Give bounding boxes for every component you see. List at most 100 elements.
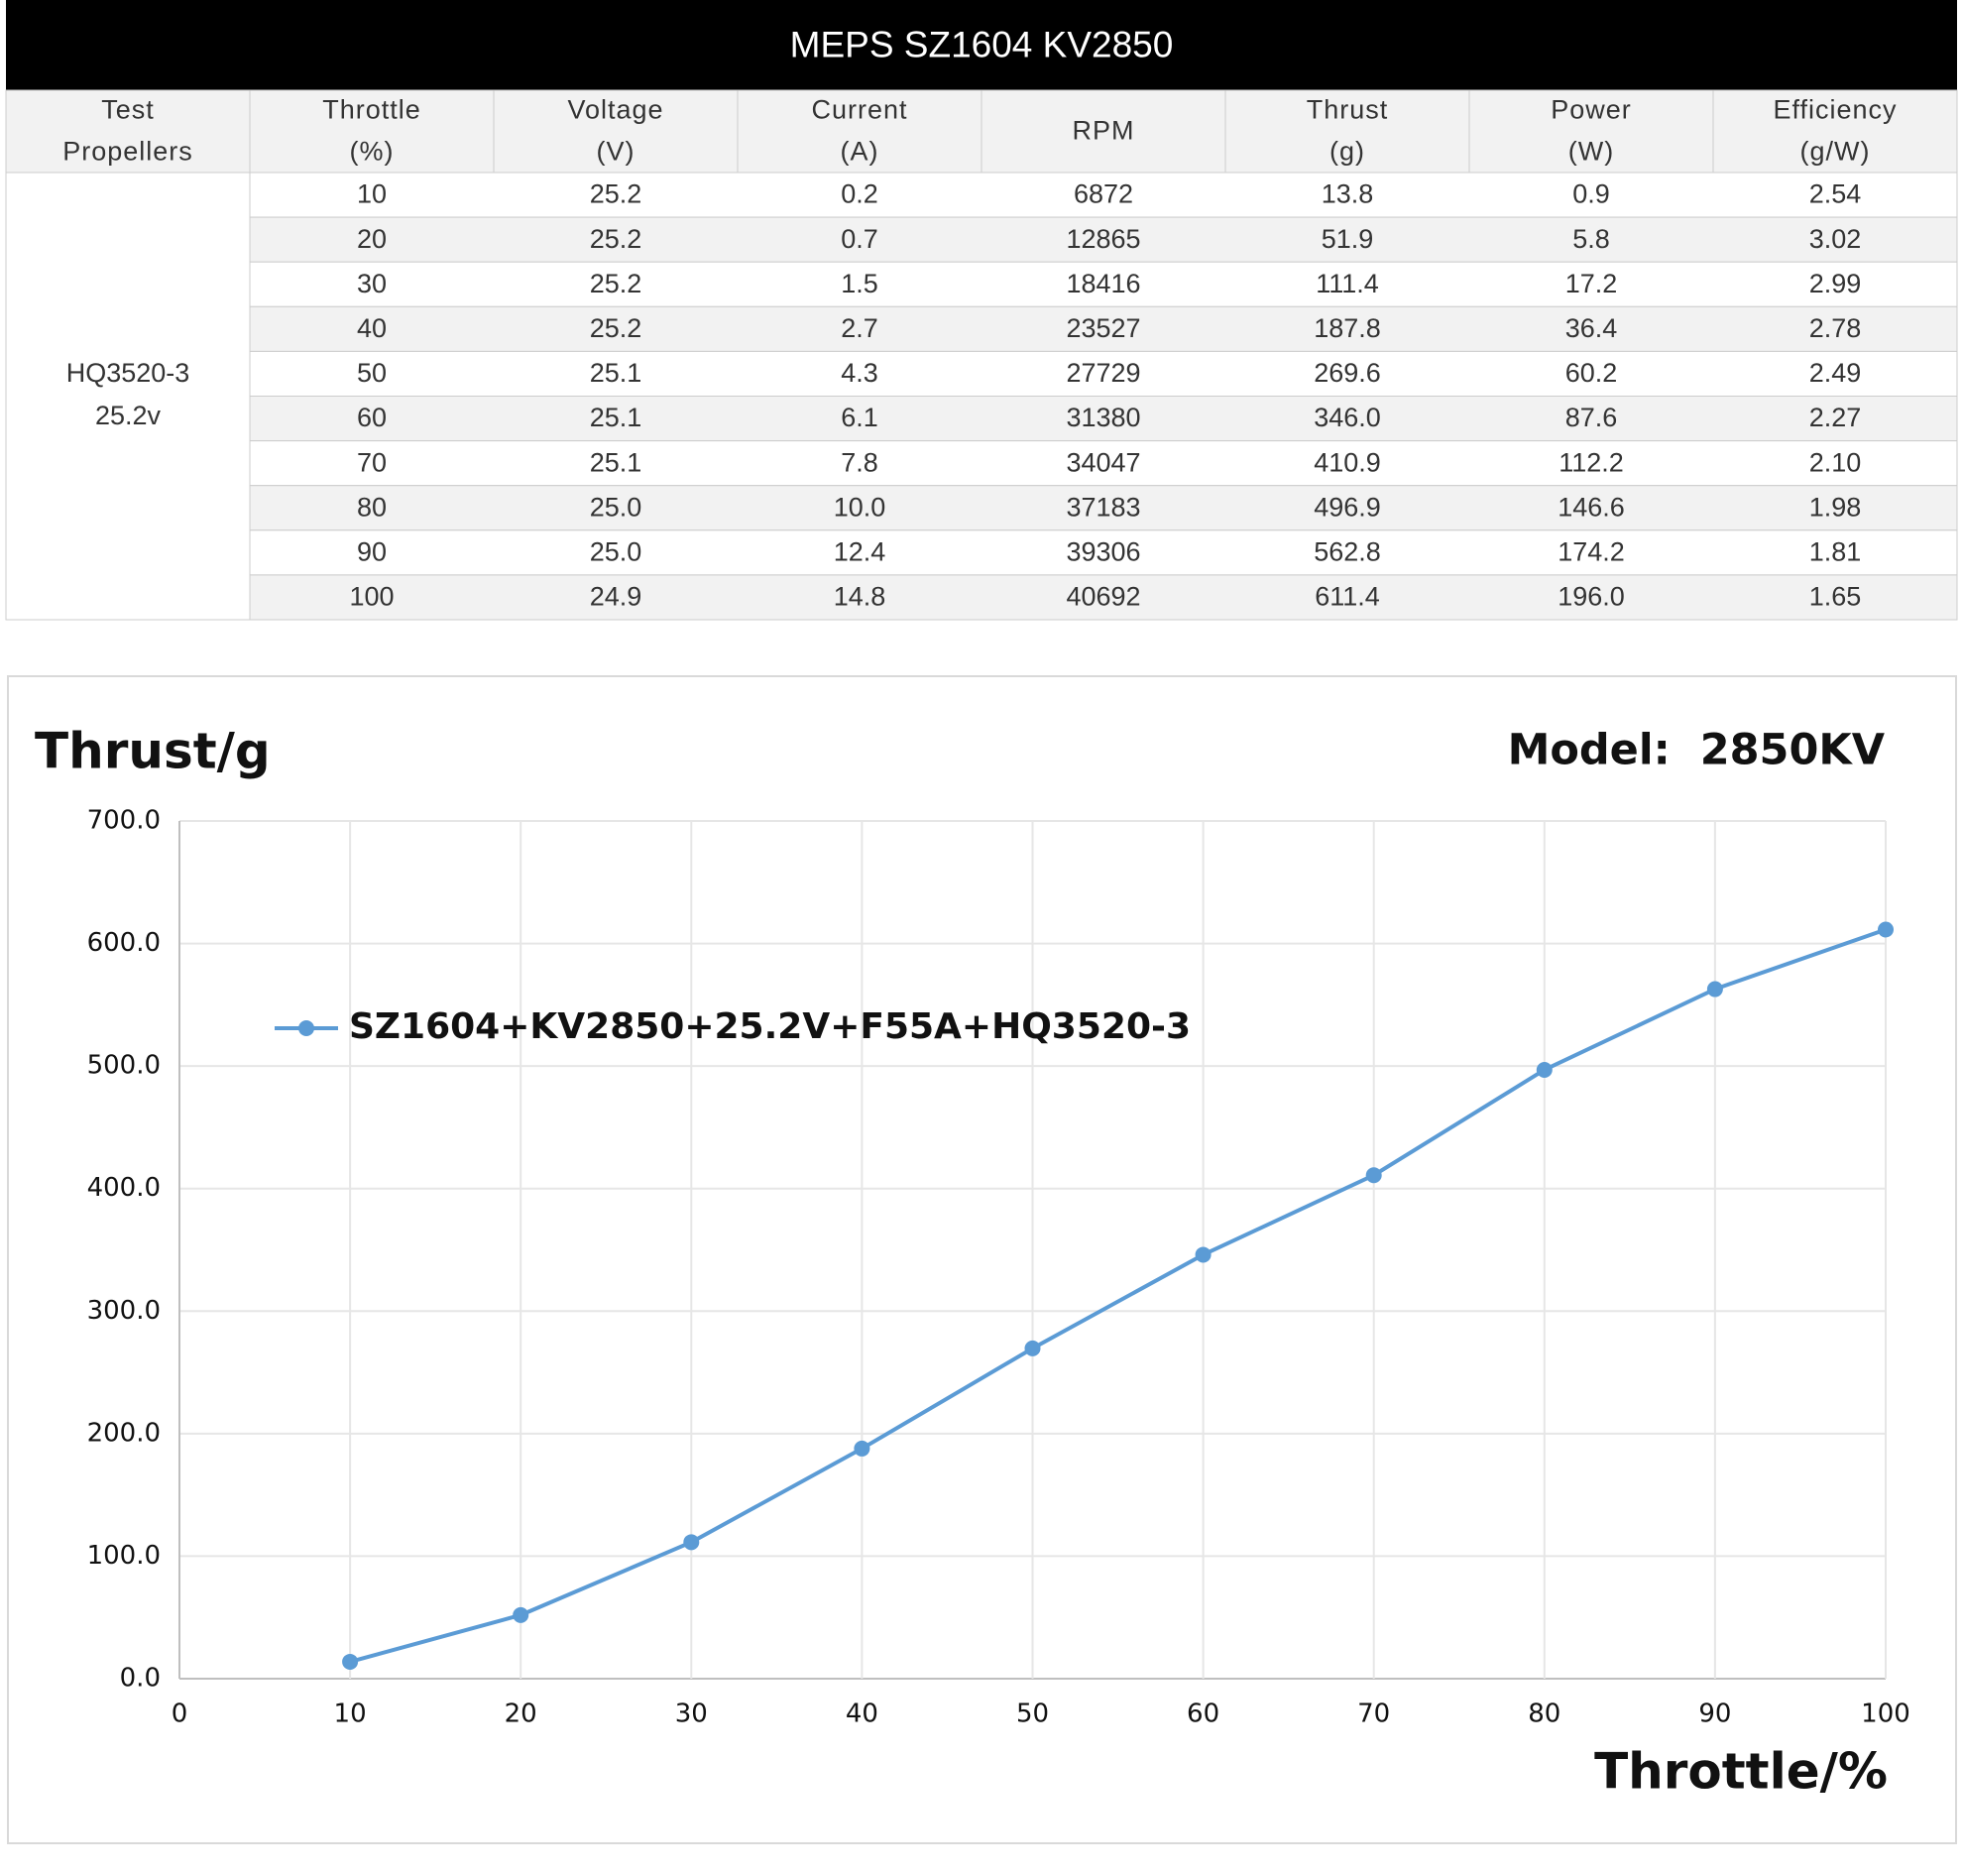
table-cell: 25.2 [590, 313, 642, 343]
y-tick-label: 0.0 [120, 1664, 161, 1694]
table-cell: 25.0 [590, 536, 642, 566]
header-label: (W) [1568, 137, 1614, 167]
x-tick-label: 60 [1187, 1700, 1219, 1729]
table-cell: 13.8 [1322, 179, 1374, 209]
y-tick-label: 600.0 [87, 928, 161, 958]
table-cell: 25.0 [590, 492, 642, 522]
data-point [1536, 1061, 1553, 1078]
header-label: Efficiency [1773, 95, 1897, 125]
table-row [249, 216, 1958, 263]
table-cell: 25.1 [590, 403, 642, 432]
legend-label: SZ1604+KV2850+25.2V+F55A+HQ3520-3 [349, 1006, 1191, 1047]
table-cell: 10.0 [834, 492, 886, 522]
header-label: (A) [841, 137, 879, 167]
data-point [854, 1440, 870, 1457]
table-cell: 34047 [1066, 447, 1140, 477]
x-tick-label: 90 [1698, 1700, 1731, 1729]
y-tick-label: 200.0 [87, 1418, 161, 1448]
table-row [249, 574, 1958, 621]
table-cell: 100 [349, 582, 394, 612]
legend-marker [298, 1020, 314, 1036]
header-label: Test [101, 95, 155, 125]
x-tick-label: 30 [675, 1700, 708, 1729]
y-tick-label: 400.0 [87, 1173, 161, 1203]
x-tick-label: 20 [505, 1700, 537, 1729]
table-cell: 80 [357, 492, 387, 522]
table-cell: 269.6 [1314, 358, 1381, 388]
table-cell: 25.1 [590, 358, 642, 388]
table-cell: 70 [357, 447, 387, 477]
x-tick-label: 70 [1357, 1700, 1390, 1729]
header-label: (V) [597, 137, 635, 167]
table-cell: 25.1 [590, 447, 642, 477]
data-point [1024, 1340, 1041, 1356]
header-label: Power [1551, 95, 1632, 125]
table-cell: 6872 [1074, 179, 1133, 209]
table-cell: 187.8 [1314, 313, 1381, 343]
table-cell: 1.81 [1809, 536, 1862, 566]
table-cell: 12.4 [834, 536, 886, 566]
table-cell: 24.9 [590, 582, 642, 612]
table-row [249, 529, 1958, 576]
propeller-cell [5, 172, 251, 621]
y-tick-label: 700.0 [87, 806, 161, 836]
data-point [1706, 981, 1723, 997]
table-cell: 1.5 [841, 269, 878, 298]
header-label: (%) [350, 137, 395, 167]
table-cell: 196.0 [1558, 582, 1625, 612]
table-cell: 2.78 [1809, 313, 1862, 343]
data-point [1195, 1246, 1212, 1263]
table-cell: 39306 [1066, 536, 1140, 566]
data-point [513, 1606, 529, 1623]
table-cell: 1.98 [1809, 492, 1862, 522]
table-cell: 3.02 [1809, 224, 1862, 254]
table-cell: 146.6 [1558, 492, 1625, 522]
header-label: (g) [1329, 137, 1365, 167]
propeller-label: 25.2v [95, 401, 162, 430]
chart-frame [7, 675, 1957, 1844]
x-tick-label: 40 [846, 1700, 878, 1729]
header-label: Voltage [567, 95, 663, 125]
table-cell: 5.8 [1572, 224, 1610, 254]
table-cell: 2.10 [1809, 447, 1862, 477]
header-label: (g/W) [1800, 137, 1871, 167]
table-cell: 6.1 [841, 403, 878, 432]
annotation: Model: 2850KV [1508, 726, 1886, 775]
table-cell: 20 [357, 224, 387, 254]
table-cell: 562.8 [1314, 536, 1381, 566]
table-cell: 87.6 [1565, 403, 1618, 432]
table-cell: 611.4 [1315, 582, 1380, 612]
table-cell: 0.7 [841, 224, 878, 254]
table-cell: 90 [357, 536, 387, 566]
table-cell: 12865 [1066, 224, 1140, 254]
data-point [342, 1653, 359, 1670]
table-cell: 25.2 [590, 224, 642, 254]
table-cell: 60 [357, 403, 387, 432]
table-cell: 2.49 [1809, 358, 1862, 388]
header-label: Propellers [62, 137, 193, 167]
table-cell: 30 [357, 269, 387, 298]
table-cell: 7.8 [841, 447, 878, 477]
table-cell: 14.8 [834, 582, 886, 612]
table-title-bar [6, 0, 1957, 90]
table-cell: 410.9 [1314, 447, 1381, 477]
table-row [249, 396, 1958, 442]
table-cell: 2.54 [1809, 179, 1862, 209]
x-axis-label: Throttle/% [1594, 1743, 1888, 1801]
y-axis-label: Thrust/g [35, 723, 271, 780]
table-cell: 174.2 [1558, 536, 1625, 566]
table-cell: 25.2 [590, 269, 642, 298]
table-cell: 60.2 [1565, 358, 1618, 388]
y-tick-label: 300.0 [87, 1296, 161, 1326]
x-tick-label: 10 [334, 1700, 367, 1729]
header-label: Throttle [322, 95, 421, 125]
table-cell: 4.3 [841, 358, 878, 388]
table-cell: 0.2 [841, 179, 878, 209]
table-cell: 10 [357, 179, 387, 209]
table-cell: 50 [357, 358, 387, 388]
table-cell: 346.0 [1314, 403, 1381, 432]
table-cell: 36.4 [1565, 313, 1618, 343]
table-cell: 1.65 [1809, 582, 1862, 612]
header-label: RPM [1073, 116, 1135, 146]
